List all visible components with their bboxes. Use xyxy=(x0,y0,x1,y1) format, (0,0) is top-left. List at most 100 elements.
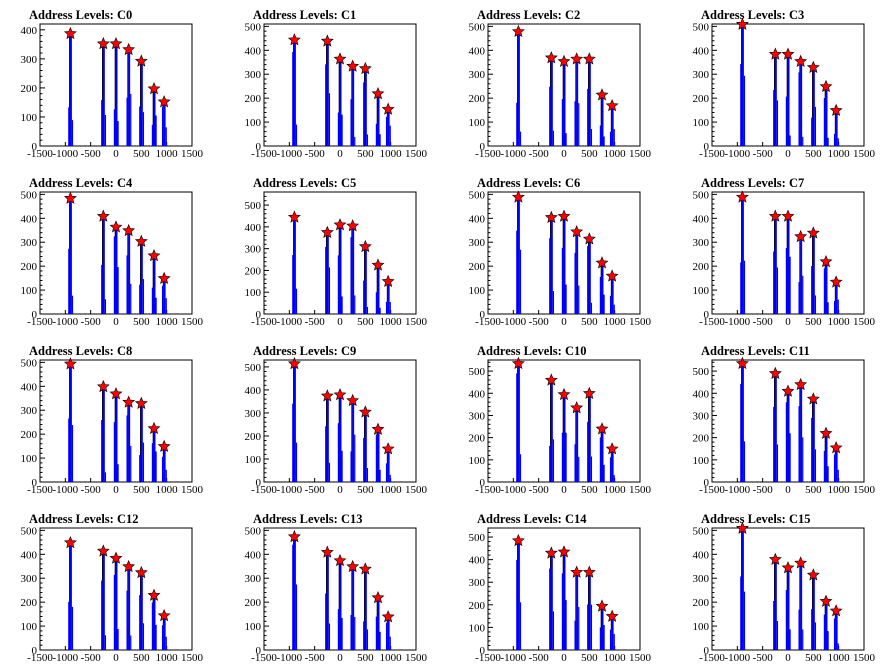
x-tick-label: 500 xyxy=(805,484,822,496)
histogram-bar xyxy=(814,295,817,314)
histogram-bar xyxy=(128,568,131,650)
histogram-bar xyxy=(517,365,520,482)
histogram-bar xyxy=(155,624,157,650)
x-tick-label: -1500 xyxy=(699,484,725,496)
y-tick-label: 300 xyxy=(245,573,262,585)
x-tick-label: 500 xyxy=(581,484,598,496)
y-tick-label: 400 xyxy=(693,549,710,561)
histogram-bar xyxy=(613,633,615,650)
histogram-bar xyxy=(789,433,791,482)
histogram-bar xyxy=(823,268,826,314)
histogram-bar xyxy=(71,606,74,650)
y-tick-label: 0 xyxy=(480,309,486,321)
y-tick-label: 400 xyxy=(245,385,262,397)
x-tick-label: -1500 xyxy=(475,316,501,328)
histogram-bar xyxy=(740,576,742,650)
x-tick-label: 0 xyxy=(113,316,119,328)
histogram-bar xyxy=(787,393,790,482)
y-tick-label: 300 xyxy=(245,69,262,81)
peak-marker xyxy=(157,608,171,622)
histogram-bar xyxy=(574,101,577,146)
peak-marker xyxy=(819,594,833,607)
histogram-bar xyxy=(101,99,103,146)
histogram-bar xyxy=(387,283,390,314)
histogram-bar xyxy=(798,282,801,314)
histogram-bar xyxy=(68,601,70,650)
peak-marker xyxy=(806,392,820,405)
y-tick-label: 300 xyxy=(469,410,486,422)
panel-c15: Address Levels: C15 0 100 200 300 400 500 -1500… xyxy=(693,512,876,664)
histogram-bar xyxy=(163,280,166,314)
histogram-bar xyxy=(603,294,605,314)
chart-title: Address Levels: C15 xyxy=(701,512,811,526)
peak-marker xyxy=(371,258,385,271)
histogram-bar xyxy=(139,284,141,314)
histogram-bar xyxy=(337,423,340,482)
histogram-bar xyxy=(814,106,817,146)
peak-marker xyxy=(544,51,558,64)
histogram-bar xyxy=(69,544,72,650)
histogram-bar xyxy=(837,469,839,482)
y-tick-label: 300 xyxy=(693,237,710,249)
x-tick-label: -1500 xyxy=(27,316,53,328)
histogram-bar xyxy=(823,97,826,146)
x-tick-label: 0 xyxy=(337,148,343,160)
histogram-bar xyxy=(587,604,589,650)
histogram-bar xyxy=(325,246,327,314)
histogram-bar xyxy=(787,218,790,314)
y-tick-label: 100 xyxy=(469,622,486,634)
histogram-bar xyxy=(603,464,605,482)
histogram-bar xyxy=(354,616,356,650)
peak-marker xyxy=(109,37,123,50)
histogram-bar xyxy=(601,608,604,650)
histogram-bar xyxy=(337,609,340,650)
histogram-bar xyxy=(837,299,839,314)
y-tick-label: 100 xyxy=(693,285,710,297)
histogram-bar xyxy=(292,544,294,650)
peak-marker xyxy=(96,379,110,393)
peak-marker xyxy=(768,209,782,222)
histogram-bar xyxy=(387,618,390,650)
histogram-bar xyxy=(128,404,131,482)
histogram-bar xyxy=(814,622,817,650)
y-tick-label: 100 xyxy=(693,621,710,633)
y-tick-label: 500 xyxy=(693,21,710,33)
peak-marker xyxy=(358,239,372,253)
y-tick-label: 200 xyxy=(469,261,486,273)
histogram-bar xyxy=(328,93,331,146)
histogram-bar xyxy=(126,255,129,314)
histogram-bar xyxy=(552,130,555,146)
y-tick-label: 400 xyxy=(245,222,262,234)
histogram-bar xyxy=(576,574,579,650)
panel-c12: Address Levels: C12 0 100 200 300 400 500 -1500… xyxy=(21,512,204,664)
chart-title: Address Levels: C14 xyxy=(477,512,587,526)
x-tick-label: 1500 xyxy=(629,484,652,496)
histogram-bar xyxy=(142,442,145,482)
y-tick-label: 400 xyxy=(245,45,262,57)
peak-marker xyxy=(134,565,148,579)
histogram-bar xyxy=(776,100,779,146)
peak-marker xyxy=(63,191,77,204)
histogram-bar xyxy=(601,430,604,482)
histogram-bar xyxy=(379,631,381,650)
histogram-bar xyxy=(375,434,378,482)
chart-title: Address Levels: C3 xyxy=(701,8,804,22)
histogram-bar xyxy=(611,618,614,650)
histogram-bar xyxy=(163,617,166,650)
y-tick-label: 100 xyxy=(245,117,262,129)
histogram-bar xyxy=(823,614,826,650)
x-tick-label: 1500 xyxy=(853,652,876,664)
x-tick-label: 1500 xyxy=(405,316,428,328)
peak-marker xyxy=(96,209,110,222)
histogram-bar xyxy=(104,299,107,314)
histogram-bar xyxy=(785,96,788,146)
histogram-bar xyxy=(102,218,105,314)
peak-marker xyxy=(605,98,619,112)
peak-marker xyxy=(63,535,77,549)
histogram-bar xyxy=(104,635,107,650)
histogram-bar xyxy=(837,138,839,146)
x-tick-label: -1000 xyxy=(276,652,302,664)
x-tick-label: -1500 xyxy=(27,148,53,160)
x-tick-label: -1500 xyxy=(699,148,725,160)
histogram-bar xyxy=(549,86,551,146)
